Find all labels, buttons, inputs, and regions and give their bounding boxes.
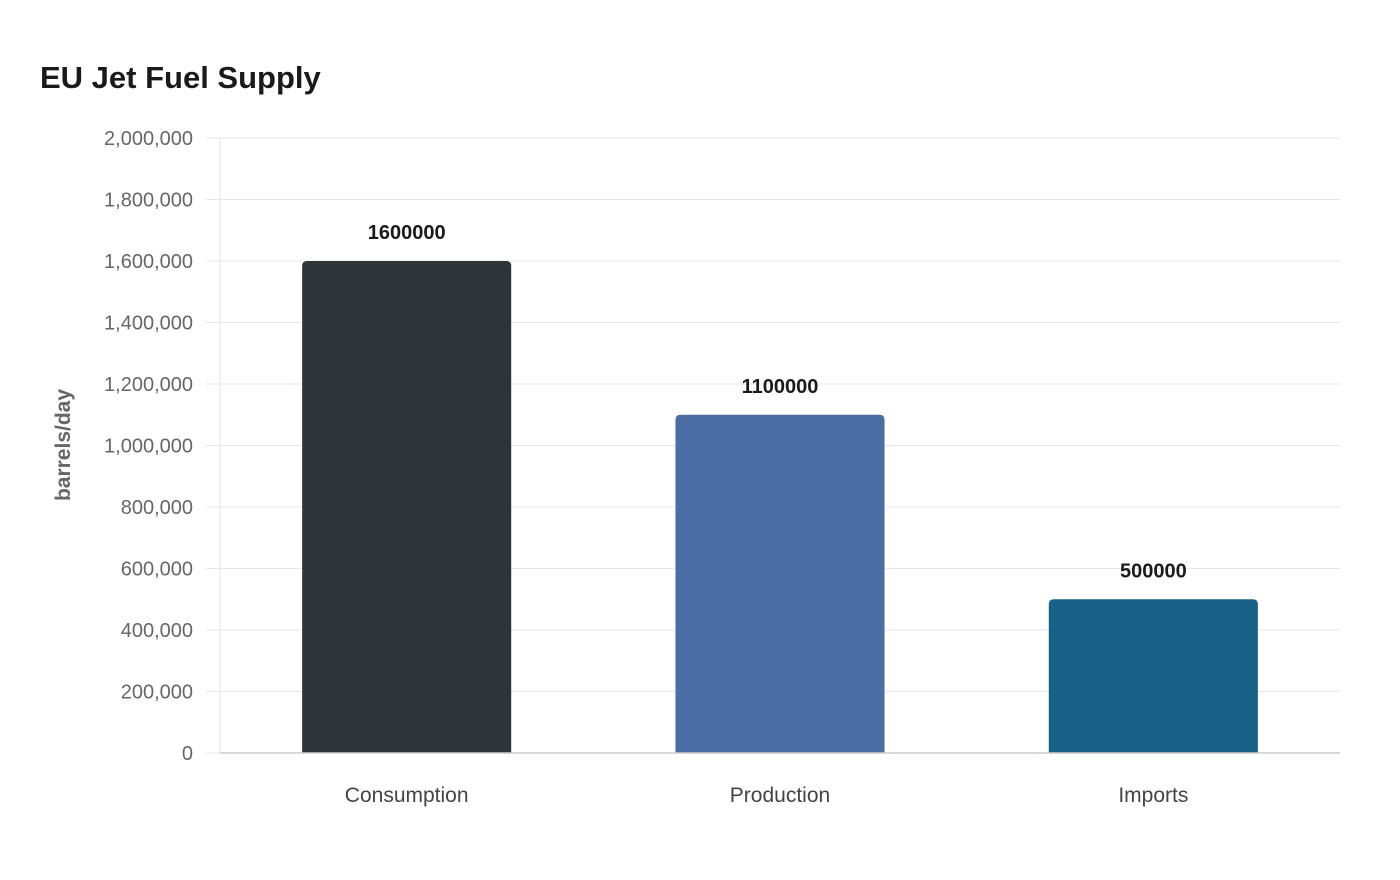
y-tick-label: 1,200,000 xyxy=(104,374,193,396)
x-tick-label: Production xyxy=(730,784,830,807)
chart-title: EU Jet Fuel Supply xyxy=(40,60,321,95)
y-tick-label: 2,000,000 xyxy=(104,128,193,150)
y-tick-label: 1,600,000 xyxy=(104,251,193,273)
x-tick-label: Imports xyxy=(1118,784,1188,807)
data-label: 500000 xyxy=(1120,560,1187,582)
y-tick-label: 200,000 xyxy=(121,682,193,704)
x-tick-label: Consumption xyxy=(345,784,469,807)
labels: 0 200,000 400,000 600,000 800,000 1,000,000 1,… xyxy=(104,128,1188,807)
y-tick-label: 1,800,000 xyxy=(104,190,193,212)
bar-production[interactable] xyxy=(675,414,885,753)
bars xyxy=(302,261,1258,753)
y-tick-label: 1,000,000 xyxy=(104,436,193,458)
bar-imports[interactable] xyxy=(1048,599,1258,753)
bar-consumption[interactable] xyxy=(302,261,512,753)
axes xyxy=(219,138,1340,754)
y-tick-label: 800,000 xyxy=(121,497,193,519)
data-label: 1100000 xyxy=(742,376,819,398)
y-tick-label: 400,000 xyxy=(121,620,193,642)
y-tick-label: 0 xyxy=(182,743,193,765)
y-tick-label: 1,400,000 xyxy=(104,313,193,335)
y-tick-label: 600,000 xyxy=(121,559,193,581)
data-label: 1600000 xyxy=(368,222,446,244)
y-axis-title: barrels/day xyxy=(52,389,75,501)
